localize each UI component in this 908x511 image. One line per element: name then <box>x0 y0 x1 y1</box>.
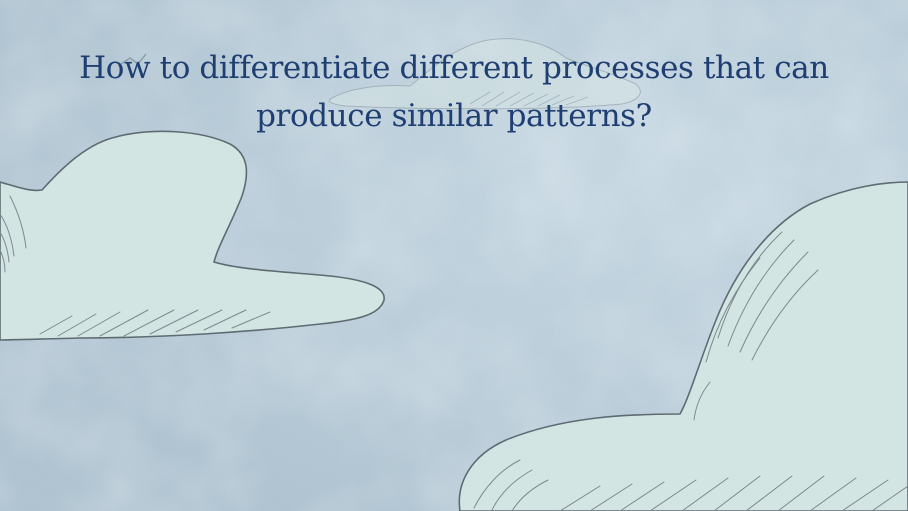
cloud-left <box>0 130 385 341</box>
cloud-top-faint <box>117 38 641 110</box>
cloud-bottom-right <box>458 181 908 511</box>
slide-title-line-1: How to differentiate different processes… <box>79 50 829 86</box>
slide-title: How to differentiate different processes… <box>40 44 868 140</box>
slide-title-line-2: produce similar patterns? <box>256 98 652 134</box>
